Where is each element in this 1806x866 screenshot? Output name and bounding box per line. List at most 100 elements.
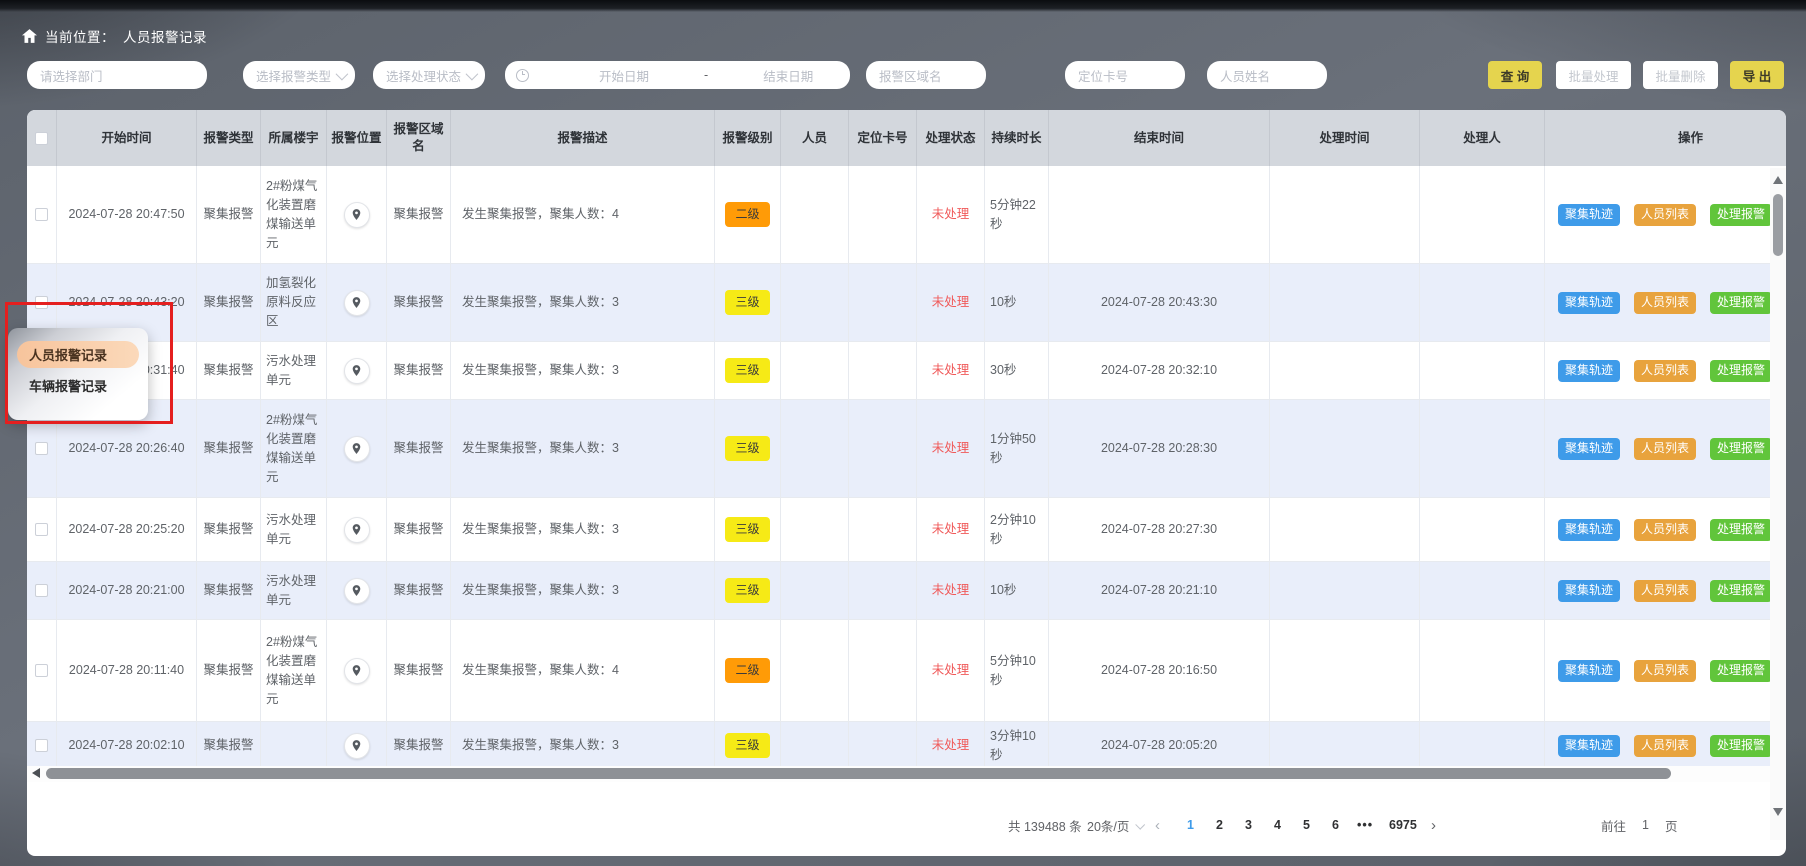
menu-item-vehicle-alarm-records[interactable]: 车辆报警记录 — [29, 379, 108, 394]
location-pin-icon[interactable] — [343, 289, 370, 316]
track-button[interactable]: 聚集轨迹 — [1558, 518, 1621, 541]
alarm-type-select[interactable]: 选择报警类型 — [243, 61, 355, 89]
vertical-scrollbar[interactable] — [1770, 168, 1786, 840]
row-checkbox[interactable] — [35, 664, 48, 677]
chevron-down-icon — [1135, 819, 1146, 830]
action-buttons: 聚集轨迹 人员列表 处理报警 — [1550, 734, 1786, 757]
select-all-checkbox[interactable] — [35, 131, 48, 145]
person-name-input[interactable]: 人员姓名 — [1207, 61, 1327, 89]
person-list-button[interactable]: 人员列表 — [1634, 291, 1697, 314]
handle-alarm-button[interactable]: 处理报警 — [1710, 437, 1773, 460]
location-pin-icon[interactable] — [343, 201, 370, 228]
cell-region: 聚集报警 — [387, 620, 451, 721]
person-list-button[interactable]: 人员列表 — [1634, 734, 1697, 757]
cell-position — [327, 498, 387, 561]
page-number-1[interactable]: 1 — [1187, 818, 1194, 832]
handle-alarm-button[interactable]: 处理报警 — [1710, 518, 1773, 541]
cell-desc: 发生聚集报警，聚集人数：3 — [451, 264, 715, 341]
row-checkbox-cell[interactable] — [27, 166, 57, 263]
person-list-button[interactable]: 人员列表 — [1634, 437, 1697, 460]
cell-card — [849, 400, 917, 497]
handle-status-select[interactable]: 选择处理状态 — [373, 61, 485, 89]
cell-duration: 10秒 — [985, 562, 1049, 619]
person-list-button[interactable]: 人员列表 — [1634, 203, 1697, 226]
row-checkbox[interactable] — [35, 208, 48, 221]
row-checkbox[interactable] — [35, 739, 48, 752]
row-checkbox[interactable] — [35, 523, 48, 536]
location-pin-icon[interactable] — [343, 732, 370, 759]
col-header-status: 处理状态 — [917, 110, 985, 166]
horizontal-scrollbar[interactable] — [27, 766, 1786, 782]
row-checkbox[interactable] — [35, 296, 48, 309]
location-pin-icon[interactable] — [343, 577, 370, 604]
cell-position — [327, 342, 387, 399]
handle-alarm-button[interactable]: 处理报警 — [1710, 579, 1773, 602]
card-input[interactable]: 定位卡号 — [1065, 61, 1185, 89]
row-checkbox-cell[interactable] — [27, 498, 57, 561]
scroll-down-icon[interactable] — [1773, 808, 1783, 816]
track-button[interactable]: 聚集轨迹 — [1558, 437, 1621, 460]
track-button[interactable]: 聚集轨迹 — [1558, 359, 1621, 382]
goto-page-input[interactable]: 1 — [1642, 818, 1649, 832]
scroll-left-icon[interactable] — [32, 768, 40, 778]
person-list-button[interactable]: 人员列表 — [1634, 518, 1697, 541]
page-number-5[interactable]: 5 — [1303, 818, 1310, 832]
page-number-4[interactable]: 4 — [1274, 818, 1281, 832]
cell-desc: 发生聚集报警，聚集人数：3 — [451, 562, 715, 619]
col-header-person: 人员 — [781, 110, 849, 166]
page-number-last[interactable]: 6975 — [1389, 818, 1417, 832]
vertical-scrollbar-thumb[interactable] — [1773, 194, 1783, 256]
row-checkbox[interactable] — [35, 442, 48, 455]
row-checkbox[interactable] — [35, 584, 48, 597]
row-checkbox-cell[interactable] — [27, 620, 57, 721]
pagination-ellipsis[interactable]: ••• — [1357, 818, 1374, 832]
table-row: 2024-07-28 20:11:40 聚集报警 2#粉煤气化装置磨煤输送单元 … — [27, 620, 1786, 722]
cell-status: 未处理 — [917, 264, 985, 341]
location-pin-icon[interactable] — [343, 657, 370, 684]
handle-alarm-button[interactable]: 处理报警 — [1710, 734, 1773, 757]
row-checkbox-cell[interactable] — [27, 722, 57, 766]
cell-duration: 5分钟22秒 — [985, 166, 1049, 263]
prev-page-button[interactable]: ‹ — [1155, 816, 1160, 834]
cell-alarm-type: 聚集报警 — [197, 498, 261, 561]
cell-position — [327, 166, 387, 263]
date-range-picker[interactable]: 开始日期 - 结束日期 — [505, 61, 850, 89]
batch-handle-button[interactable]: 批量处理 — [1556, 61, 1631, 89]
cell-region: 聚集报警 — [387, 400, 451, 497]
next-page-button[interactable]: › — [1431, 816, 1436, 834]
track-button[interactable]: 聚集轨迹 — [1558, 579, 1621, 602]
region-input[interactable]: 报警区域名 — [866, 61, 986, 89]
handle-alarm-button[interactable]: 处理报警 — [1710, 291, 1773, 314]
person-list-button[interactable]: 人员列表 — [1634, 579, 1697, 602]
row-checkbox-cell[interactable] — [27, 562, 57, 619]
department-input[interactable]: 请选择部门 — [27, 61, 207, 89]
page-number-3[interactable]: 3 — [1245, 818, 1252, 832]
row-checkbox-cell[interactable] — [27, 400, 57, 497]
page-size-select[interactable]: 20条/页 — [1087, 816, 1146, 835]
person-list-button[interactable]: 人员列表 — [1634, 659, 1697, 682]
track-button[interactable]: 聚集轨迹 — [1558, 659, 1621, 682]
record-type-popup: 人员报警记录 车辆报警记录 — [8, 328, 148, 420]
location-pin-icon[interactable] — [343, 435, 370, 462]
track-button[interactable]: 聚集轨迹 — [1558, 203, 1621, 226]
cell-start-time: 2024-07-28 20:26:40 — [57, 400, 197, 497]
handle-alarm-button[interactable]: 处理报警 — [1710, 659, 1773, 682]
person-list-button[interactable]: 人员列表 — [1634, 359, 1697, 382]
page-number-2[interactable]: 2 — [1216, 818, 1223, 832]
handle-alarm-button[interactable]: 处理报警 — [1710, 359, 1773, 382]
query-button[interactable]: 查 询 — [1488, 61, 1542, 89]
export-button[interactable]: 导 出 — [1730, 61, 1784, 89]
handle-alarm-button[interactable]: 处理报警 — [1710, 203, 1773, 226]
table-row: 2024-07-28 20:43:20 聚集报警 加氢裂化原料反应区 聚集报警 … — [27, 264, 1786, 342]
track-button[interactable]: 聚集轨迹 — [1558, 291, 1621, 314]
batch-delete-button[interactable]: 批量删除 — [1643, 61, 1718, 89]
menu-item-person-alarm-records[interactable]: 人员报警记录 — [17, 341, 139, 368]
horizontal-scrollbar-thumb[interactable] — [46, 768, 1671, 779]
scroll-up-icon[interactable] — [1773, 176, 1783, 184]
cell-building: 2#粉煤气化装置磨煤输送单元 — [261, 166, 327, 263]
track-button[interactable]: 聚集轨迹 — [1558, 734, 1621, 757]
location-pin-icon[interactable] — [343, 357, 370, 384]
alarm-level-badge: 三级 — [725, 436, 770, 461]
location-pin-icon[interactable] — [343, 516, 370, 543]
select-all-checkbox-cell[interactable] — [27, 110, 57, 166]
